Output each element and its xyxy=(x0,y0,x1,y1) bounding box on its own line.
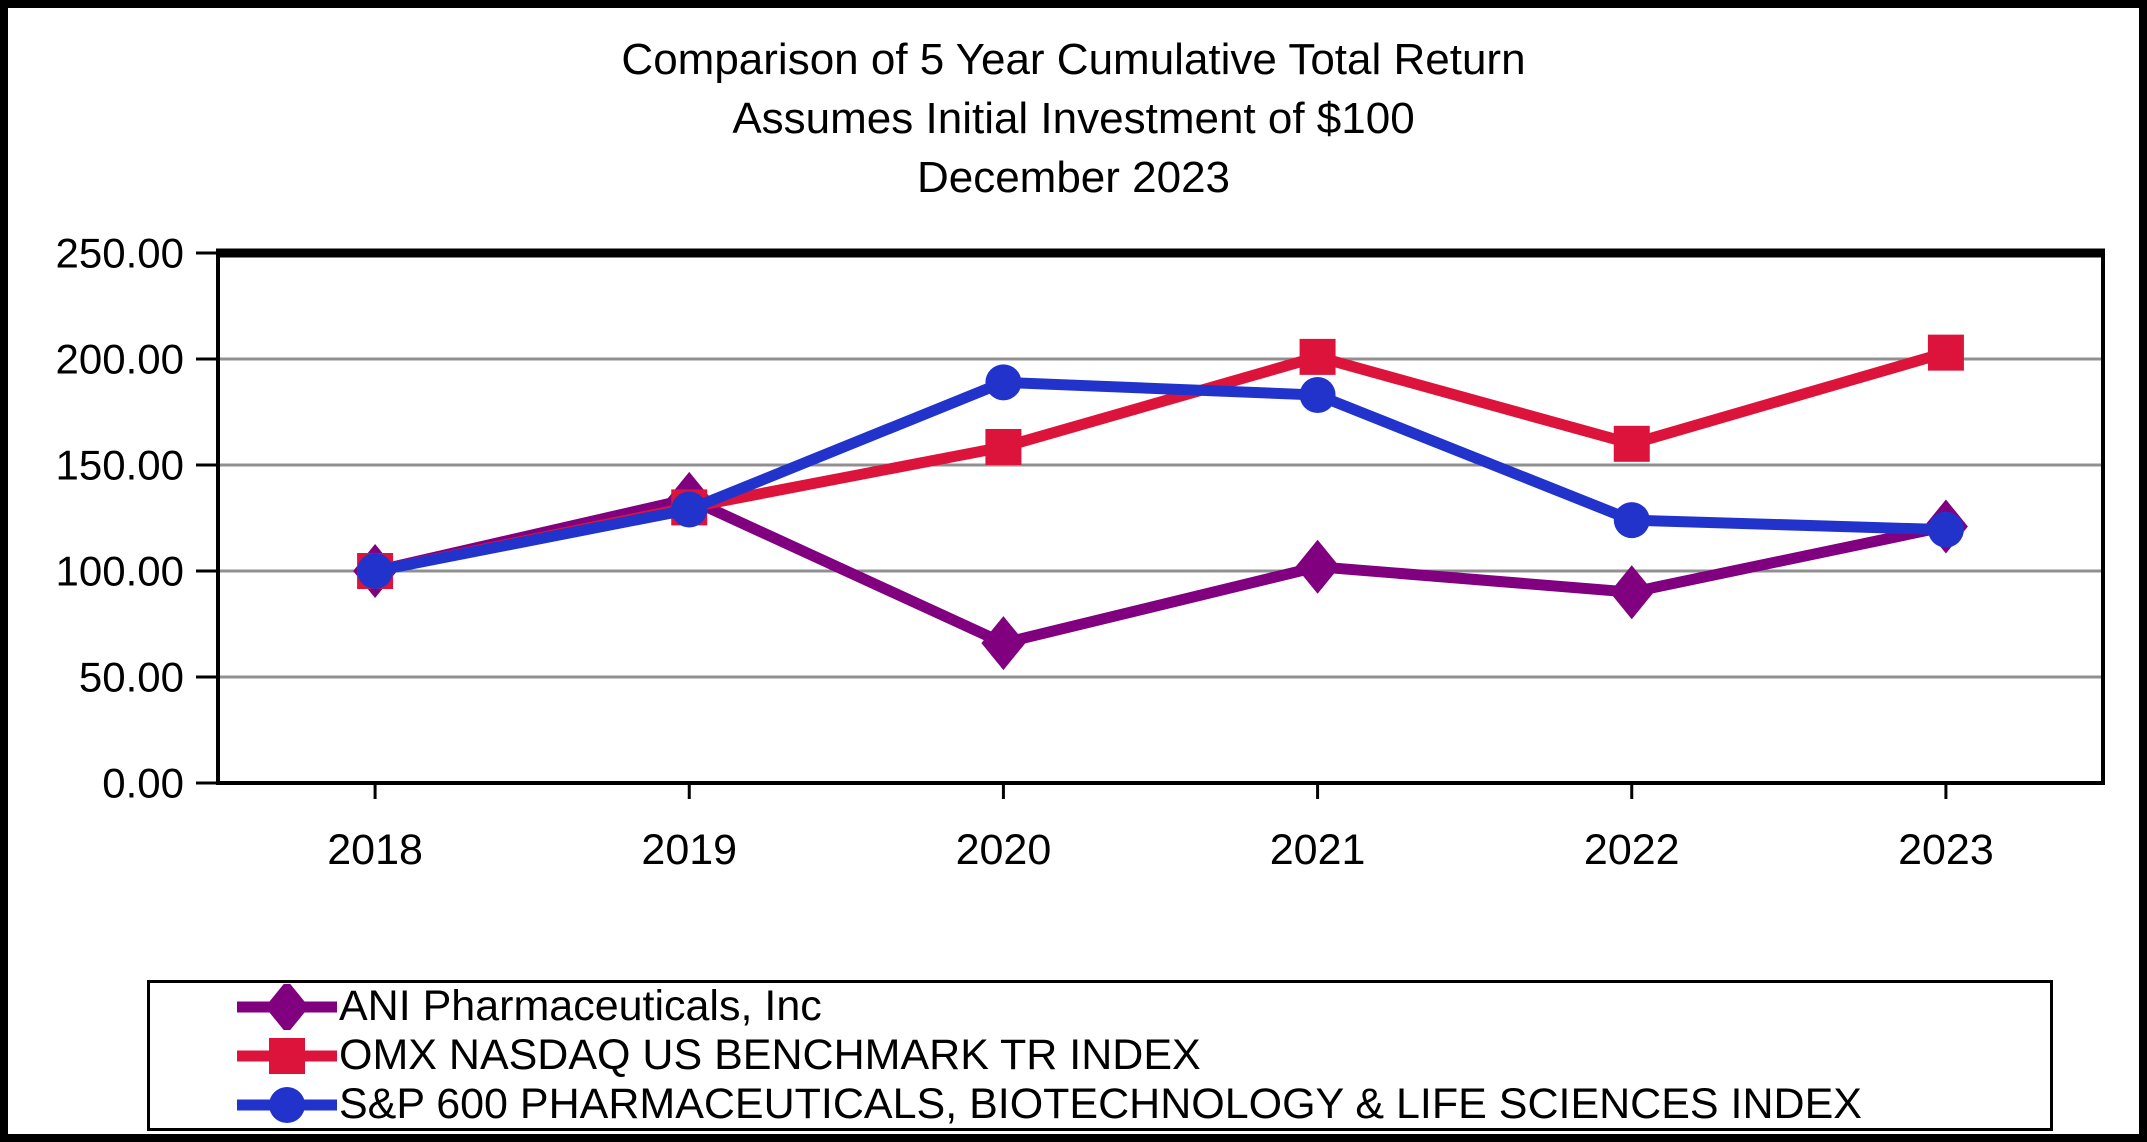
line-chart-plot-area: 0.00 50.00 100.00 150.00 200.00 250.00 2018 201… xyxy=(56,230,2105,874)
chart-title-line2: Assumes Initial Investment of $100 xyxy=(732,94,1415,143)
svg-text:2018: 2018 xyxy=(327,826,423,874)
chart-legend: ANI Pharmaceuticals, Inc OMX NASDAQ US B… xyxy=(147,980,2053,1131)
svg-text:2022: 2022 xyxy=(1584,826,1680,874)
svg-text:250.00: 250.00 xyxy=(56,230,184,277)
chart-title: Comparison of 5 Year Cumulative Total Re… xyxy=(8,30,2139,207)
svg-text:50.00: 50.00 xyxy=(79,654,184,701)
legend-item-sp600: S&P 600 PHARMACEUTICALS, BIOTECHNOLOGY &… xyxy=(235,1080,2050,1129)
svg-text:150.00: 150.00 xyxy=(56,442,184,489)
legend-item-omx: OMX NASDAQ US BENCHMARK TR INDEX xyxy=(235,1031,2050,1080)
legend-label-omx: OMX NASDAQ US BENCHMARK TR INDEX xyxy=(339,1031,1201,1079)
svg-text:0.00: 0.00 xyxy=(102,760,184,807)
square-marker-icon xyxy=(237,1037,337,1074)
svg-text:2020: 2020 xyxy=(956,826,1052,874)
chart-title-line1: Comparison of 5 Year Cumulative Total Re… xyxy=(621,35,1526,84)
chart-title-line3: December 2023 xyxy=(916,153,1231,202)
circle-marker-icon xyxy=(237,1086,337,1123)
diamond-marker-icon xyxy=(237,983,337,1030)
legend-label-sp600: S&P 600 PHARMACEUTICALS, BIOTECHNOLOGY &… xyxy=(339,1080,1862,1128)
svg-text:2019: 2019 xyxy=(641,826,737,874)
svg-text:2023: 2023 xyxy=(1898,826,1994,874)
svg-text:100.00: 100.00 xyxy=(56,548,184,595)
legend-label-ani: ANI Pharmaceuticals, Inc xyxy=(339,982,822,1030)
svg-text:200.00: 200.00 xyxy=(56,336,184,383)
svg-text:2021: 2021 xyxy=(1270,826,1366,874)
legend-item-ani: ANI Pharmaceuticals, Inc xyxy=(235,982,2050,1031)
